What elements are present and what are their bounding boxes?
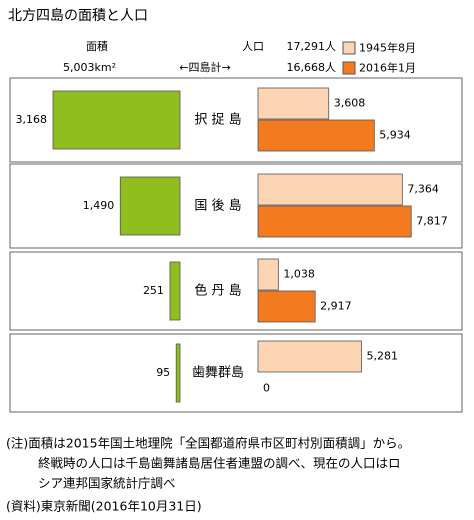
island-label: 色 丹 島	[194, 283, 241, 299]
note: (注)面積は2015年国土地理院「全国都道府県市区町村別面積調」から。	[6, 436, 410, 451]
note: 終戦時の人口は千島歯舞諸島居住者連盟の調べ、現在の人口はロ	[38, 456, 401, 471]
value-label: 3,168	[16, 113, 48, 126]
population-total: 16,668人	[287, 61, 337, 74]
population-bar	[257, 340, 362, 373]
population-bar	[257, 205, 412, 238]
island-label: 択 捉 島	[194, 113, 241, 128]
total-label: ←四島計→	[179, 60, 230, 74]
value-label: 2,917	[320, 300, 352, 313]
area-bar	[119, 176, 181, 236]
population-bar	[257, 290, 316, 323]
panel	[9, 163, 463, 249]
island-label: 歯舞群島	[192, 366, 244, 381]
island-label: 国 後 島	[194, 199, 241, 214]
population-bar	[257, 258, 279, 291]
population-total: 17,291人	[287, 40, 337, 53]
value-label: 251	[143, 284, 164, 297]
value-label: 0	[263, 382, 270, 395]
legend-swatch	[342, 61, 356, 75]
area-bar	[52, 90, 181, 150]
value-label: 1,490	[83, 199, 115, 212]
population-bar	[257, 87, 330, 120]
chart-title: 北方四島の面積と人口	[8, 8, 148, 24]
value-label: 7,817	[416, 215, 448, 228]
legend-label: 1945年8月	[359, 41, 416, 55]
panel	[9, 333, 463, 413]
panel	[9, 251, 463, 331]
note: シア連邦国家統計庁調べ	[38, 476, 176, 491]
panel	[9, 77, 463, 163]
value-label: 1,038	[283, 268, 315, 281]
value-label: 5,281	[367, 350, 399, 363]
legend-label: 2016年1月	[359, 61, 416, 75]
source: (資料)東京新聞(2016年10月31日)	[6, 499, 202, 514]
area-label: 面積	[86, 39, 108, 53]
area-total: 5,003km²	[63, 61, 116, 74]
area-bar	[169, 261, 181, 321]
population-bar	[257, 119, 375, 152]
value-label: 5,934	[379, 129, 411, 142]
value-label: 7,364	[407, 183, 439, 196]
legend-swatch	[342, 41, 356, 55]
area-bar	[175, 343, 181, 403]
value-label: 95	[156, 366, 170, 379]
population-label: 人口	[242, 40, 264, 53]
value-label: 3,608	[334, 97, 366, 110]
population-bar	[257, 173, 403, 206]
